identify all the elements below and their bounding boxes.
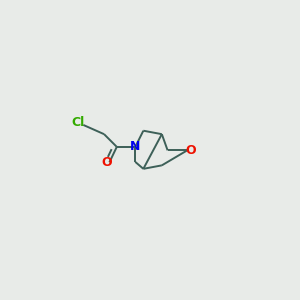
Text: O: O xyxy=(101,156,112,169)
Text: O: O xyxy=(186,144,196,157)
Text: Cl: Cl xyxy=(72,116,85,129)
Text: N: N xyxy=(130,140,140,153)
